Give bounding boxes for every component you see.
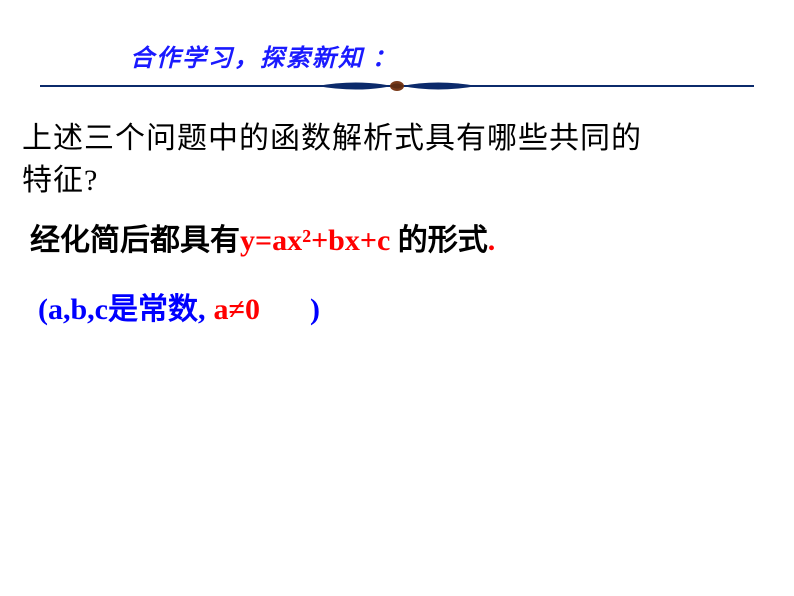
constants-open: ( (38, 293, 48, 326)
constants-vars: a,b,c (48, 293, 108, 326)
header-title: 合作学习，探索新知 ： (40, 38, 754, 79)
answer-line: 经化简后都具有y=ax²+bx+c 的形式. (30, 214, 495, 268)
question-line1: 上述三个问题中的函数解析式具有哪些共同的 (22, 122, 642, 155)
header-area: 合作学习，探索新知 ： (40, 38, 754, 93)
answer-prefix: 经化简后都具有 (30, 224, 240, 257)
divider-ornament (317, 79, 477, 93)
constants-close: ) (310, 293, 320, 326)
divider (40, 79, 754, 93)
question-text: 上述三个问题中的函数解析式具有哪些共同的 特征? (22, 118, 642, 202)
constants-condition: a≠0 (214, 293, 260, 326)
answer-period: . (488, 224, 496, 257)
answer-formula: y=ax²+bx+c (240, 224, 398, 257)
constants-desc: 是常数, (108, 293, 206, 326)
answer-suffix: 的形式 (398, 224, 488, 257)
question-line2: 特征? (22, 164, 98, 197)
constants-line: (a,b,c是常数,a≠0) (38, 284, 320, 328)
